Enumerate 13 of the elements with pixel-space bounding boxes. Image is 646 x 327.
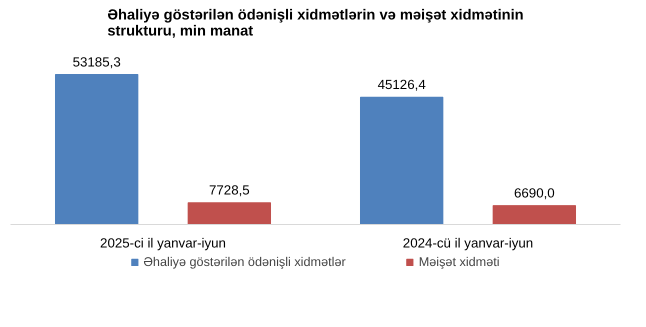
chart-title: Əhaliyə göstərilən ödənişli xidmətlərin və məişət xidmətinin strukturu, min manat: [107, 8, 524, 40]
bar: [188, 202, 272, 225]
bar: [54, 74, 138, 225]
bar: [360, 96, 444, 225]
legend-label: Məişət xidməti: [418, 255, 500, 269]
data-label: 7728,5: [208, 182, 250, 198]
bar: [492, 205, 576, 225]
x-tick-label: 2024-cü il yanvar-iyun: [402, 236, 534, 250]
data-label: 53185,3: [72, 54, 121, 70]
x-tick-label: 2025-ci il yanvar-iyun: [100, 236, 226, 250]
data-label: 6690,0: [514, 186, 555, 201]
data-label: 45126,4: [378, 77, 426, 92]
legend-label: Əhaliyə göstərilən ödənişli xidmətlər: [143, 255, 346, 269]
